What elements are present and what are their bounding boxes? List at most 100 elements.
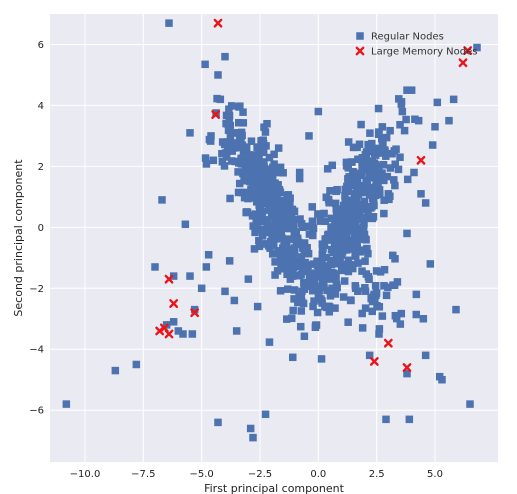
regular-node-point — [384, 190, 393, 198]
regular-node-point — [289, 306, 297, 315]
regular-node-point — [365, 351, 374, 360]
regular-node-point — [358, 162, 366, 171]
regular-node-point — [353, 174, 362, 182]
regular-node-point — [318, 253, 327, 261]
regular-node-point — [386, 126, 394, 135]
regular-node-point — [274, 181, 282, 189]
regular-node-point — [222, 111, 231, 120]
regular-node-point — [273, 267, 282, 275]
regular-node-point — [244, 194, 252, 203]
regular-node-point — [309, 231, 317, 240]
regular-node-point — [230, 296, 239, 305]
regular-node-point — [325, 303, 334, 311]
regular-node-point — [332, 234, 341, 243]
regular-node-point — [151, 263, 159, 271]
regular-node-point — [272, 168, 281, 177]
regular-node-point — [371, 296, 379, 304]
regular-node-point — [378, 312, 387, 320]
regular-node-point — [257, 225, 266, 234]
regular-node-point — [297, 294, 305, 302]
regular-node-point — [340, 235, 349, 243]
regular-node-point — [331, 290, 340, 298]
regular-node-point — [313, 272, 321, 280]
regular-node-point — [311, 323, 320, 332]
regular-node-point — [338, 248, 347, 256]
regular-node-point — [361, 287, 370, 295]
regular-node-point — [359, 246, 368, 254]
regular-node-point — [239, 108, 247, 116]
regular-node-point — [452, 305, 460, 314]
regular-node-point — [268, 250, 277, 258]
regular-node-point — [348, 218, 357, 227]
regular-node-point — [363, 181, 371, 189]
regular-node-point — [216, 95, 225, 104]
regular-node-point — [267, 174, 276, 183]
regular-node-point — [234, 118, 243, 127]
regular-node-point — [308, 203, 316, 211]
regular-node-point — [261, 128, 270, 136]
regular-node-point — [386, 164, 395, 172]
regular-node-point — [353, 187, 362, 195]
regular-node-point — [334, 219, 343, 227]
regular-node-point — [278, 196, 287, 205]
regular-node-point — [263, 166, 271, 175]
regular-node-point — [274, 250, 283, 258]
regular-node-point — [366, 204, 375, 212]
regular-node-point — [265, 206, 274, 214]
regular-node-point — [353, 202, 362, 210]
regular-node-point — [349, 168, 358, 177]
y-tick-label: 6 — [38, 40, 44, 51]
regular-node-point — [361, 213, 370, 222]
x-tick-label: −2.5 — [248, 469, 272, 480]
regular-node-point — [283, 239, 291, 247]
regular-node-point — [309, 224, 318, 233]
y-tick-label: 0 — [38, 223, 44, 234]
regular-node-point — [169, 318, 178, 326]
y-tick-label: −2 — [29, 284, 44, 295]
regular-node-point — [353, 180, 361, 189]
regular-node-point — [251, 228, 259, 237]
regular-node-point — [222, 139, 231, 148]
regular-node-point — [296, 322, 305, 331]
large-memory-node-point — [383, 338, 393, 348]
legend-marker-regular-nodes — [356, 32, 364, 40]
regular-node-point — [220, 162, 229, 170]
regular-node-point — [169, 272, 178, 280]
regular-node-point — [224, 126, 233, 135]
regular-node-point — [247, 137, 256, 145]
regular-node-point — [266, 182, 274, 191]
regular-node-point — [214, 71, 222, 79]
regular-node-point — [324, 235, 333, 244]
data-points — [62, 18, 481, 442]
regular-node-point — [310, 297, 318, 305]
regular-node-point — [287, 314, 296, 323]
regular-node-point — [390, 147, 398, 155]
regular-node-point — [232, 129, 241, 137]
regular-node-point — [226, 121, 235, 130]
regular-node-point — [302, 278, 311, 287]
regular-node-point — [237, 128, 246, 137]
regular-node-point — [202, 160, 211, 168]
regular-node-point — [273, 191, 281, 200]
regular-node-point — [375, 128, 383, 136]
regular-node-point — [320, 265, 328, 274]
regular-node-point — [158, 196, 166, 204]
regular-node-point — [449, 95, 458, 104]
regular-node-point — [341, 241, 350, 250]
regular-node-point — [344, 227, 353, 235]
regular-node-point — [389, 281, 397, 289]
regular-node-point — [295, 168, 304, 177]
regular-node-point — [288, 272, 297, 280]
regular-node-point — [290, 248, 298, 257]
regular-node-point — [318, 240, 326, 248]
regular-node-point — [226, 194, 234, 203]
regular-node-point — [236, 102, 244, 110]
regular-node-point — [265, 192, 273, 201]
regular-node-point — [276, 287, 285, 295]
regular-node-point — [308, 270, 317, 279]
x-tick-label: −5.0 — [190, 469, 214, 480]
regular-node-point — [321, 217, 330, 225]
regular-node-point — [222, 153, 231, 161]
regular-node-point — [375, 149, 384, 157]
regular-node-point — [376, 268, 385, 276]
